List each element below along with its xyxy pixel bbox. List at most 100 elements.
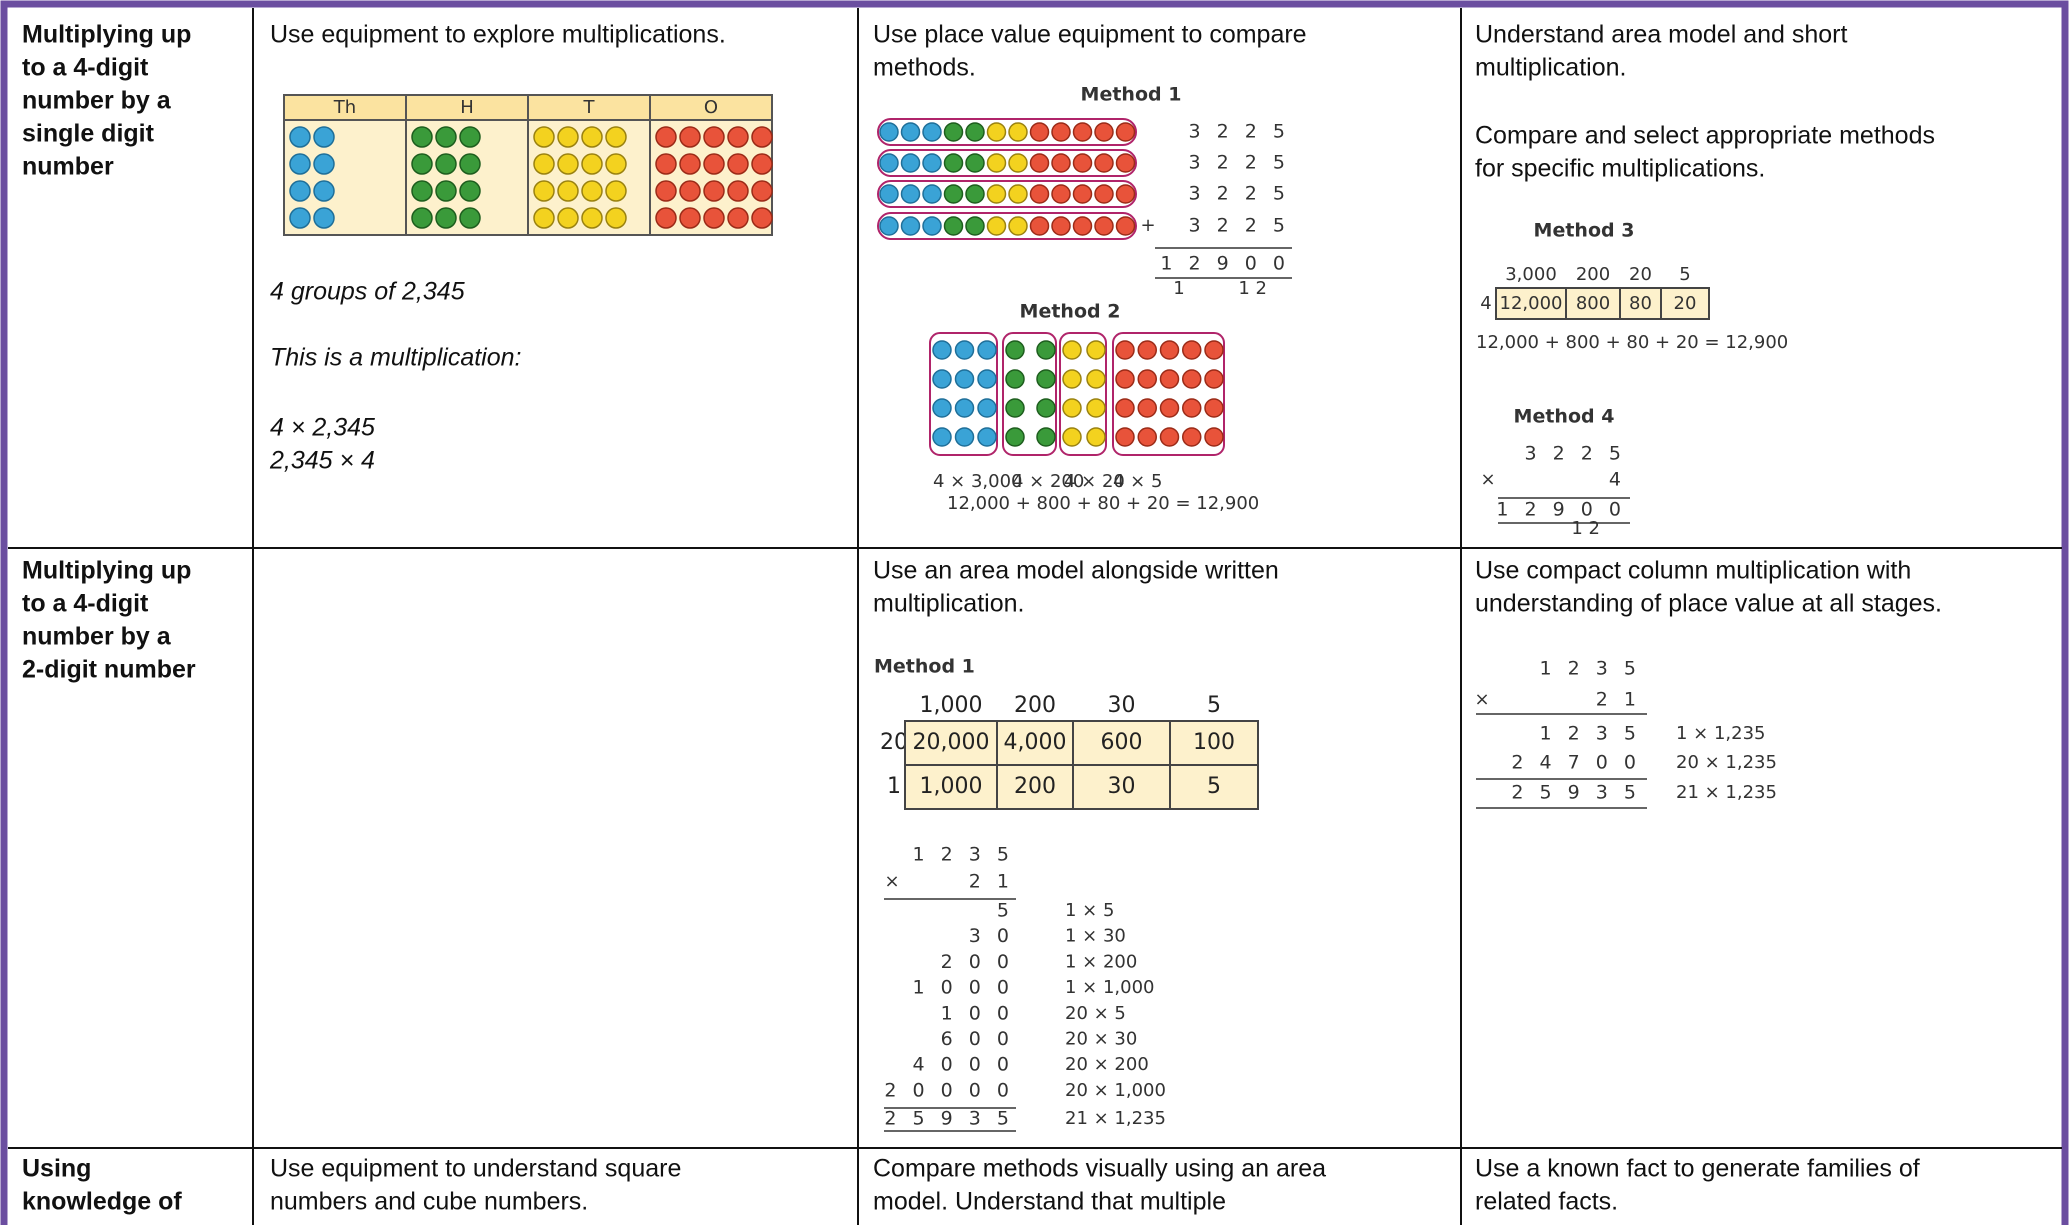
counter xyxy=(1182,369,1202,389)
counter xyxy=(289,126,311,148)
counter xyxy=(977,340,997,360)
counter xyxy=(1062,427,1082,447)
counter xyxy=(922,153,942,173)
box xyxy=(1059,332,1107,456)
carry: 1 2 xyxy=(1571,518,1600,539)
multiplicand: 1 2 3 5 xyxy=(913,844,1014,866)
counter xyxy=(581,180,603,202)
product: 30 xyxy=(1108,774,1136,799)
cell-text: for specific multiplications. xyxy=(1475,155,1765,183)
counter xyxy=(1005,398,1025,418)
counter xyxy=(1072,153,1093,173)
box xyxy=(1565,287,1621,320)
counter xyxy=(533,180,555,202)
counter xyxy=(1008,184,1028,204)
counter xyxy=(1036,369,1056,389)
note: 4 × 2,345 xyxy=(270,414,375,442)
product: 5 xyxy=(1207,774,1221,799)
box xyxy=(929,332,998,456)
operator: + xyxy=(1140,215,1155,236)
partial-label: 21 × 1,235 xyxy=(1065,1108,1166,1129)
counter xyxy=(965,184,985,204)
counter xyxy=(1115,427,1135,447)
counter xyxy=(1005,340,1025,360)
cell-text: Understand area model and short xyxy=(1475,21,1848,49)
box xyxy=(877,212,1137,240)
counter xyxy=(1029,122,1050,142)
counter xyxy=(727,180,749,202)
cell-text: related facts. xyxy=(1475,1188,1618,1216)
counter xyxy=(1051,184,1071,204)
counter xyxy=(703,153,725,175)
note: 2,345 × 4 xyxy=(269,447,375,475)
note: This is a multiplication: xyxy=(270,344,521,372)
partial-label: 1 × 5 xyxy=(1065,900,1114,921)
multiplicand: 3 2 2 5 xyxy=(1525,443,1626,465)
box xyxy=(1072,764,1171,810)
counter xyxy=(1051,122,1071,142)
counter xyxy=(1086,427,1106,447)
counter xyxy=(932,340,952,360)
column-header: 20 xyxy=(1629,264,1652,285)
counter xyxy=(727,126,749,148)
counter xyxy=(1115,369,1135,389)
counter xyxy=(1094,216,1114,236)
counter xyxy=(1137,340,1157,360)
cell-text: Use equipment to explore multiplications… xyxy=(270,21,726,49)
product: 80 xyxy=(1629,293,1652,314)
counter xyxy=(1204,369,1224,389)
partial-product: 1 2 3 5 xyxy=(1540,723,1641,745)
counter xyxy=(581,153,603,175)
column-header: 200 xyxy=(1576,264,1610,285)
counter xyxy=(1005,427,1025,447)
counter xyxy=(313,180,335,202)
counter xyxy=(605,207,627,229)
counter xyxy=(1029,216,1050,236)
counter xyxy=(655,207,677,229)
partial-product: 2 0 0 0 0 xyxy=(884,1079,1014,1101)
column-header: 1,000 xyxy=(920,693,983,718)
counter xyxy=(703,126,725,148)
cell-text: methods. xyxy=(873,54,976,82)
method-title: Method 4 xyxy=(1514,406,1615,428)
box xyxy=(996,720,1074,766)
counter xyxy=(581,207,603,229)
multiplier: 4 xyxy=(1480,293,1491,314)
counter xyxy=(557,126,579,148)
counter xyxy=(459,180,481,202)
counter xyxy=(1029,184,1050,204)
counter xyxy=(943,216,964,236)
counter xyxy=(679,126,701,148)
counter xyxy=(932,369,952,389)
product: 800 xyxy=(1576,293,1610,314)
row-heading: to a 4-digit xyxy=(22,590,149,618)
counter xyxy=(1137,369,1157,389)
product: 600 xyxy=(1101,730,1143,755)
box xyxy=(877,180,1137,208)
row-heading: Multiplying up xyxy=(22,557,191,585)
counter xyxy=(1051,153,1071,173)
partial-product: 1 0 0 xyxy=(941,1002,1014,1024)
counter xyxy=(411,153,433,175)
counter xyxy=(751,126,773,148)
counter xyxy=(900,122,921,142)
counter xyxy=(751,180,773,202)
counter xyxy=(1062,340,1082,360)
counter xyxy=(1008,216,1028,236)
counter xyxy=(459,153,481,175)
cell-text: Use place value equipment to compare xyxy=(873,21,1307,49)
counter xyxy=(1115,340,1135,360)
counter xyxy=(943,184,964,204)
counter xyxy=(1115,122,1136,142)
counter xyxy=(459,126,481,148)
method-label: 4 × 20 xyxy=(1064,471,1125,492)
counter xyxy=(1115,153,1136,173)
counter xyxy=(954,340,975,360)
partial-label: 20 × 5 xyxy=(1065,1003,1126,1024)
partial-label: 20 × 30 xyxy=(1065,1029,1137,1050)
column-header: 30 xyxy=(1108,693,1136,718)
counter xyxy=(655,153,677,175)
counter xyxy=(1204,427,1224,447)
partial-product: 2 5 9 3 5 xyxy=(1511,782,1641,804)
carry: 1 xyxy=(1173,278,1184,299)
